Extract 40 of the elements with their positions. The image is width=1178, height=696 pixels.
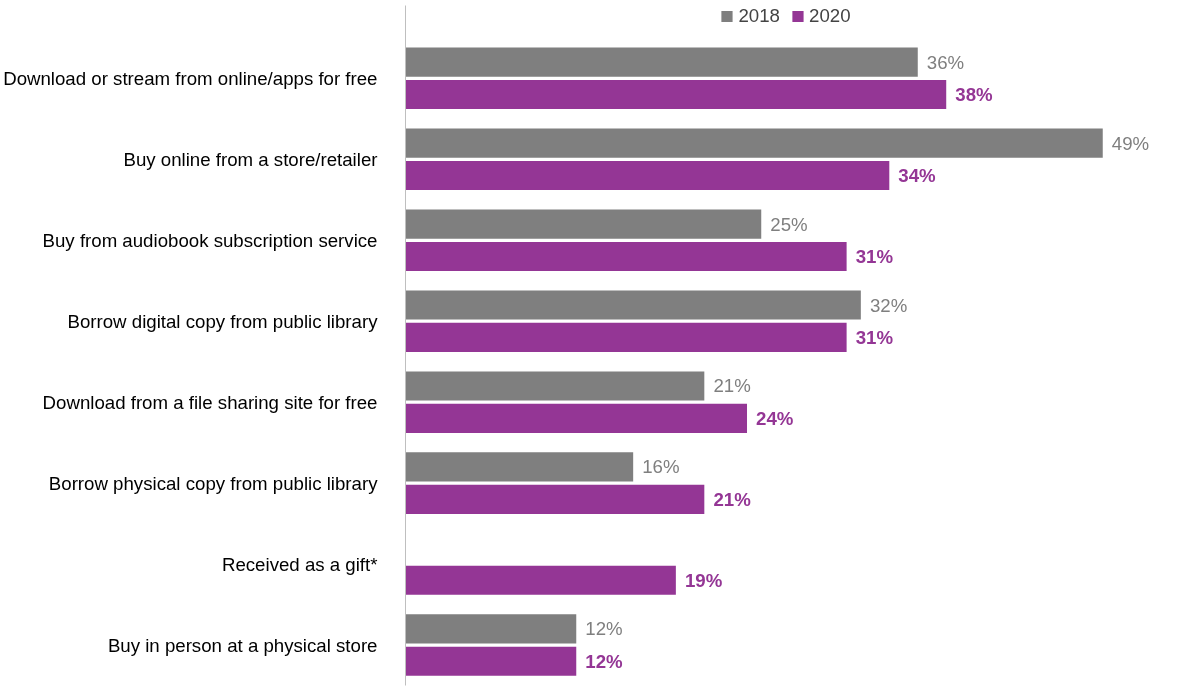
bar [405, 484, 705, 514]
bar [405, 403, 748, 433]
data-label: 34% [898, 165, 937, 186]
bar [405, 128, 1103, 158]
y-tick-label: Received as a gift* [221, 553, 378, 575]
bar [405, 371, 705, 401]
bar [405, 209, 762, 239]
data-label: 16% [642, 456, 680, 478]
y-tick-label: Download from a file sharing site for free [42, 391, 378, 413]
data-label: 38% [955, 84, 994, 106]
bar [405, 322, 847, 352]
bar [405, 565, 676, 595]
data-label: 32% [869, 294, 908, 316]
bar [405, 290, 861, 320]
data-label: 36% [926, 51, 965, 73]
bar [405, 160, 890, 191]
y-tick-label: Borrow digital copy from public library [67, 310, 379, 332]
bar [405, 646, 577, 676]
data-label: 31% [855, 245, 894, 267]
y-tick-label: Buy online from a store/retailer [123, 148, 378, 170]
bar [405, 614, 577, 644]
y-tick-label: Download or stream from online/apps for free [3, 67, 378, 89]
bar [405, 452, 634, 482]
data-label: 24% [756, 407, 794, 429]
legend-label: 2018 [738, 5, 780, 27]
y-tick-label: Buy from audiobook subscription service [42, 229, 378, 251]
legend-label: 2020 [809, 5, 851, 27]
data-label: 31% [855, 326, 894, 348]
data-label: 25% [770, 213, 808, 235]
bar [405, 47, 918, 77]
data-label: 12% [585, 618, 623, 640]
y-tick-label: Borrow physical copy from public library [48, 472, 379, 494]
data-label: 21% [713, 375, 751, 397]
data-label: 21% [713, 488, 752, 510]
data-label: 12% [585, 650, 624, 672]
data-label: 49% [1111, 132, 1150, 154]
bar [405, 79, 947, 110]
bar [405, 241, 847, 272]
y-tick-label: Buy in person at a physical store [107, 634, 378, 656]
data-label: 19% [684, 569, 723, 591]
